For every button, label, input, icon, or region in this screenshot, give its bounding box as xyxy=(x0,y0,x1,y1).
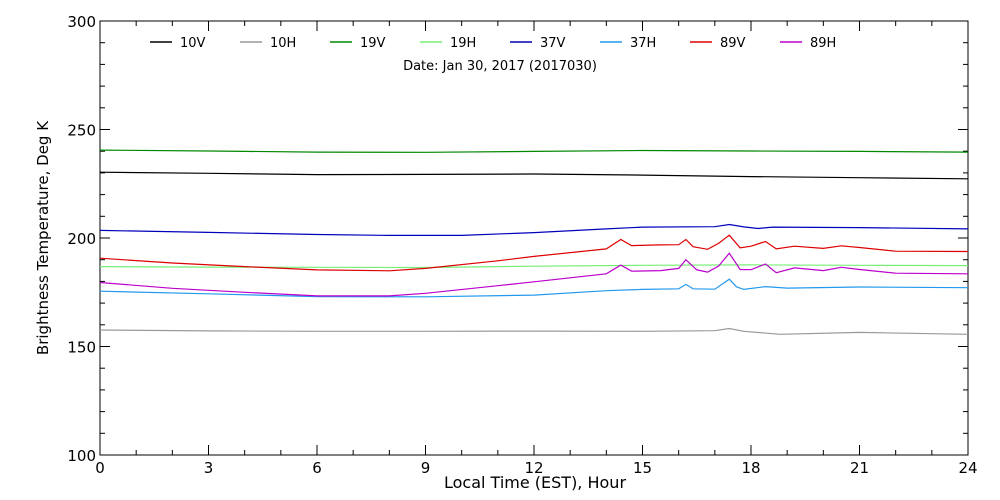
x-tick-label: 12 xyxy=(524,459,543,477)
legend-label-19h: 19H xyxy=(450,36,476,51)
series-line-89v xyxy=(99,234,969,272)
legend-label-19v: 19V xyxy=(360,36,386,51)
x-tick-label: 6 xyxy=(312,459,322,477)
series-line-37h xyxy=(99,278,969,298)
x-tick-label: 15 xyxy=(633,459,652,477)
y-tick-label: 100 xyxy=(67,447,96,465)
x-axis-title: Local Time (EST), Hour xyxy=(444,473,626,492)
chart-date-title: Date: Jan 30, 2017 (2017030) xyxy=(403,59,597,74)
legend: 10V 10H 19V 19H 37V 37H 89V 89H xyxy=(150,36,836,51)
y-tick-label: 150 xyxy=(67,339,96,357)
plot-frame xyxy=(99,20,969,456)
y-tick-label: 250 xyxy=(67,122,96,140)
x-tick-label: 3 xyxy=(204,459,214,477)
y-axis-title: Brightness Temperature, Deg K xyxy=(34,120,52,355)
y-tick-label: 200 xyxy=(67,230,96,248)
series-line-89h xyxy=(99,252,969,297)
legend-label-37h: 37H xyxy=(630,36,656,51)
axis-ticks: 0 3 6 9 12 15 18 21 24 100 150 200 250 300 xyxy=(67,13,977,477)
series-line-10h xyxy=(99,327,969,335)
x-tick-label: 9 xyxy=(421,459,431,477)
legend-label-37v: 37V xyxy=(540,36,566,51)
series-line-19v xyxy=(99,149,969,153)
x-tick-label: 21 xyxy=(850,459,869,477)
legend-label-89h: 89H xyxy=(810,36,836,51)
x-tick-label: 24 xyxy=(958,459,977,477)
x-tick-label: 18 xyxy=(741,459,760,477)
legend-label-10v: 10V xyxy=(180,36,206,51)
legend-label-10h: 10H xyxy=(270,36,296,51)
series-line-10v xyxy=(99,171,969,180)
series-line-37v xyxy=(99,223,969,236)
y-tick-label: 300 xyxy=(67,13,96,31)
x-tick-label: 0 xyxy=(95,459,105,477)
series-lines xyxy=(99,149,969,335)
legend-label-89v: 89V xyxy=(720,36,746,51)
